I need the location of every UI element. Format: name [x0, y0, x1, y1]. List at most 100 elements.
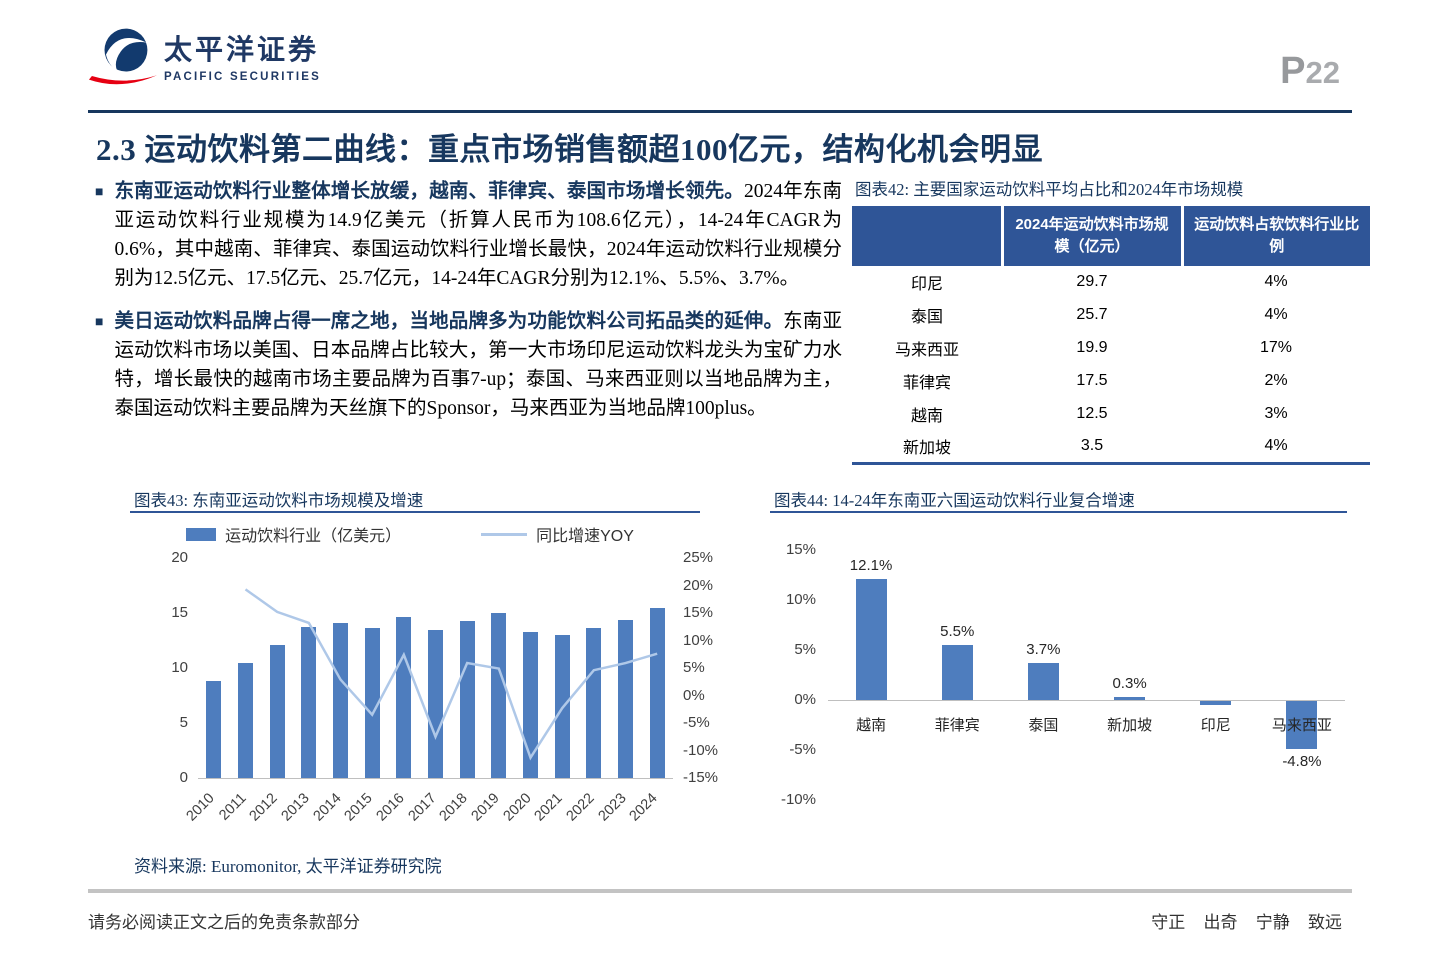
bar-2014 — [333, 622, 348, 778]
bar-2018 — [459, 620, 475, 778]
left-axis-tick-label: 10 — [171, 659, 188, 676]
figure44-caption-rule — [770, 511, 1347, 513]
bar-印尼 — [1200, 701, 1232, 705]
y-axis-tick-label: -5% — [789, 741, 816, 758]
left-axis-tick-label: 0 — [179, 769, 188, 786]
category-label-印尼: 印尼 — [1200, 717, 1231, 734]
bar-2016 — [396, 617, 412, 778]
value-cell: 3% — [1264, 405, 1288, 422]
table-row: 新加坡 3.5 4% — [852, 431, 1370, 464]
brand-text: 太平洋证券 PACIFIC SECURITIES — [164, 10, 321, 83]
bar-series-swatch-icon — [186, 527, 217, 541]
table-header-row: 2024年运动饮料市场规模（亿元） 运动饮料占软饮料行业比例 — [852, 206, 1370, 266]
bar-2013 — [301, 627, 317, 778]
figure43-caption: 图表43: 东南亚运动饮料市场规模及增速 — [134, 491, 424, 510]
table-header-2: 运动饮料占软饮料行业比例 — [1180, 206, 1370, 266]
value-cell: 4% — [1264, 273, 1288, 290]
country-cell: 菲律宾 — [902, 375, 951, 392]
table-row: 菲律宾 17.5 2% — [852, 365, 1370, 398]
page-number: P22 — [1280, 50, 1340, 93]
right-axis-tick-label: -15% — [683, 769, 719, 786]
legend-item-bar: 运动饮料行业（亿美元） — [186, 522, 401, 546]
figure43-caption-rule — [130, 511, 700, 513]
right-axis-tick-label: 0% — [683, 686, 705, 704]
bullet-lead-2: 美日运动饮料品牌占得一席之地，当地品牌多为功能饮料公司拓品类的延伸。 — [114, 311, 784, 332]
value-cell: 2% — [1264, 372, 1288, 389]
table-row: 泰国 25.7 4% — [852, 299, 1370, 332]
value-cell: 3.5 — [1080, 437, 1104, 455]
line-series-swatch-icon — [481, 532, 528, 536]
country-cell: 马来西亚 — [894, 342, 959, 359]
category-label-马来西亚: 马来西亚 — [1271, 717, 1332, 734]
bar-2023 — [618, 619, 633, 778]
yoy-line-series — [244, 588, 658, 761]
page-number-value: 22 — [1305, 55, 1340, 90]
bar-value-label: 12.1% — [849, 557, 893, 574]
country-cell: 泰国 — [910, 309, 943, 326]
table-header-0 — [852, 206, 1002, 266]
chart-figure43: 运动饮料行业（亿美元） 同比增速YOY 0 5 10 15 20 25% 20% 15% 10%… — [130, 518, 730, 863]
zero-axis-line — [828, 700, 1345, 701]
y-axis-tick-label: -10% — [780, 791, 816, 808]
y-axis-tick-label: 15% — [785, 541, 816, 558]
country-cell: 越南 — [910, 408, 943, 425]
left-axis-tick-label: 15 — [171, 604, 188, 621]
right-axis-tick-label: 5% — [683, 659, 705, 676]
table-row: 越南 12.5 3% — [852, 398, 1370, 431]
bar-泰国 — [1027, 663, 1059, 700]
right-axis-tick-label: -5% — [683, 714, 710, 731]
footer-disclaimer: 请务必阅读正文之后的免责条款部分 — [88, 913, 360, 932]
page-number-prefix: P — [1280, 50, 1306, 92]
right-axis-tick-label: 10% — [683, 631, 714, 649]
pacific-securities-logo-icon — [88, 18, 158, 85]
bullet-square-icon: ■ — [95, 183, 104, 199]
title-divider — [88, 110, 1352, 113]
bar-菲律宾 — [941, 645, 973, 700]
value-cell: 17.5 — [1076, 372, 1108, 389]
brand-name-en: PACIFIC SECURITIES — [164, 71, 321, 83]
value-cell: 19.9 — [1076, 339, 1108, 356]
bar-series-label: 运动饮料行业（亿美元） — [225, 528, 402, 545]
footer-motto: 守正 出奇 宁静 致远 — [1151, 913, 1342, 932]
bar-越南 — [855, 579, 887, 700]
right-axis-tick-label: 15% — [683, 604, 714, 621]
country-cell: 新加坡 — [902, 440, 951, 458]
bar-value-label: 3.7% — [1026, 641, 1061, 658]
summary-text: ■ 东南亚运动饮料行业整体增长放缓，越南、菲律宾、泰国市场增长领先。2024年东… — [95, 177, 842, 437]
bar-新加坡 — [1114, 697, 1146, 700]
y-axis-tick-label: 0% — [794, 691, 816, 708]
bullet-paragraph-2: 美日运动饮料品牌占得一席之地，当地品牌多为功能饮料公司拓品类的延伸。东南亚运动饮… — [114, 307, 842, 423]
bullet-body-1: 2024年东南亚运动饮料行业规模为14.9亿美元（折算人民币为108.6亿元），… — [114, 181, 842, 289]
bar-2022 — [586, 628, 602, 778]
y-axis-tick-label: 5% — [794, 641, 816, 658]
category-label-新加坡: 新加坡 — [1107, 717, 1153, 734]
legend-item-line: 同比增速YOY — [481, 522, 634, 546]
bar-2020 — [523, 631, 538, 778]
table-row: 印尼 29.7 4% — [852, 266, 1370, 299]
bullet-paragraph-1: 东南亚运动饮料行业整体增长放缓，越南、菲律宾、泰国市场增长领先。2024年东南亚… — [114, 177, 842, 293]
bar-2015 — [364, 628, 380, 778]
country-cell: 印尼 — [910, 276, 943, 293]
brand-logo: 太平洋证券 PACIFIC SECURITIES — [86, 10, 321, 96]
footer-divider — [88, 889, 1352, 893]
value-cell: 12.5 — [1076, 405, 1108, 422]
chart-figure44: 15% 10% 5% 0% -5% -10% 12.1% 5.5% 3.7% 0.3% -4.8% 越… — [770, 518, 1362, 848]
category-label-越南: 越南 — [856, 717, 887, 734]
figure42-caption: 图表42: 主要国家运动饮料平均占比和2024年市场规模 — [855, 180, 1244, 199]
bar-2019 — [491, 613, 507, 778]
value-cell: 4% — [1264, 437, 1288, 455]
table-header-1: 2024年运动饮料市场规模（亿元） — [1000, 206, 1182, 266]
bullet-item-2: ■ 美日运动饮料品牌占得一席之地，当地品牌多为功能饮料公司拓品类的延伸。东南亚运… — [95, 307, 842, 423]
bullet-item-1: ■ 东南亚运动饮料行业整体增长放缓，越南、菲律宾、泰国市场增长领先。2024年东… — [95, 177, 842, 293]
bullet-body-2: 东南亚运动饮料市场以美国、日本品牌占比较大，第一大市场印尼运动饮料龙头为宝矿力水… — [114, 311, 842, 419]
value-cell: 17% — [1259, 339, 1293, 356]
bar-2024 — [649, 607, 665, 778]
bar-马来西亚 — [1286, 701, 1318, 749]
figure44-caption: 图表44: 14-24年东南亚六国运动饮料行业复合增速 — [774, 491, 1135, 510]
bar-2017 — [428, 629, 443, 778]
right-axis-tick-label: 20% — [683, 576, 714, 594]
value-cell: 4% — [1264, 306, 1288, 323]
source-note: 资料来源: Euromonitor, 太平洋证券研究院 — [134, 857, 442, 876]
bar-2012 — [269, 644, 285, 778]
bar-value-label: 0.3% — [1112, 675, 1147, 692]
